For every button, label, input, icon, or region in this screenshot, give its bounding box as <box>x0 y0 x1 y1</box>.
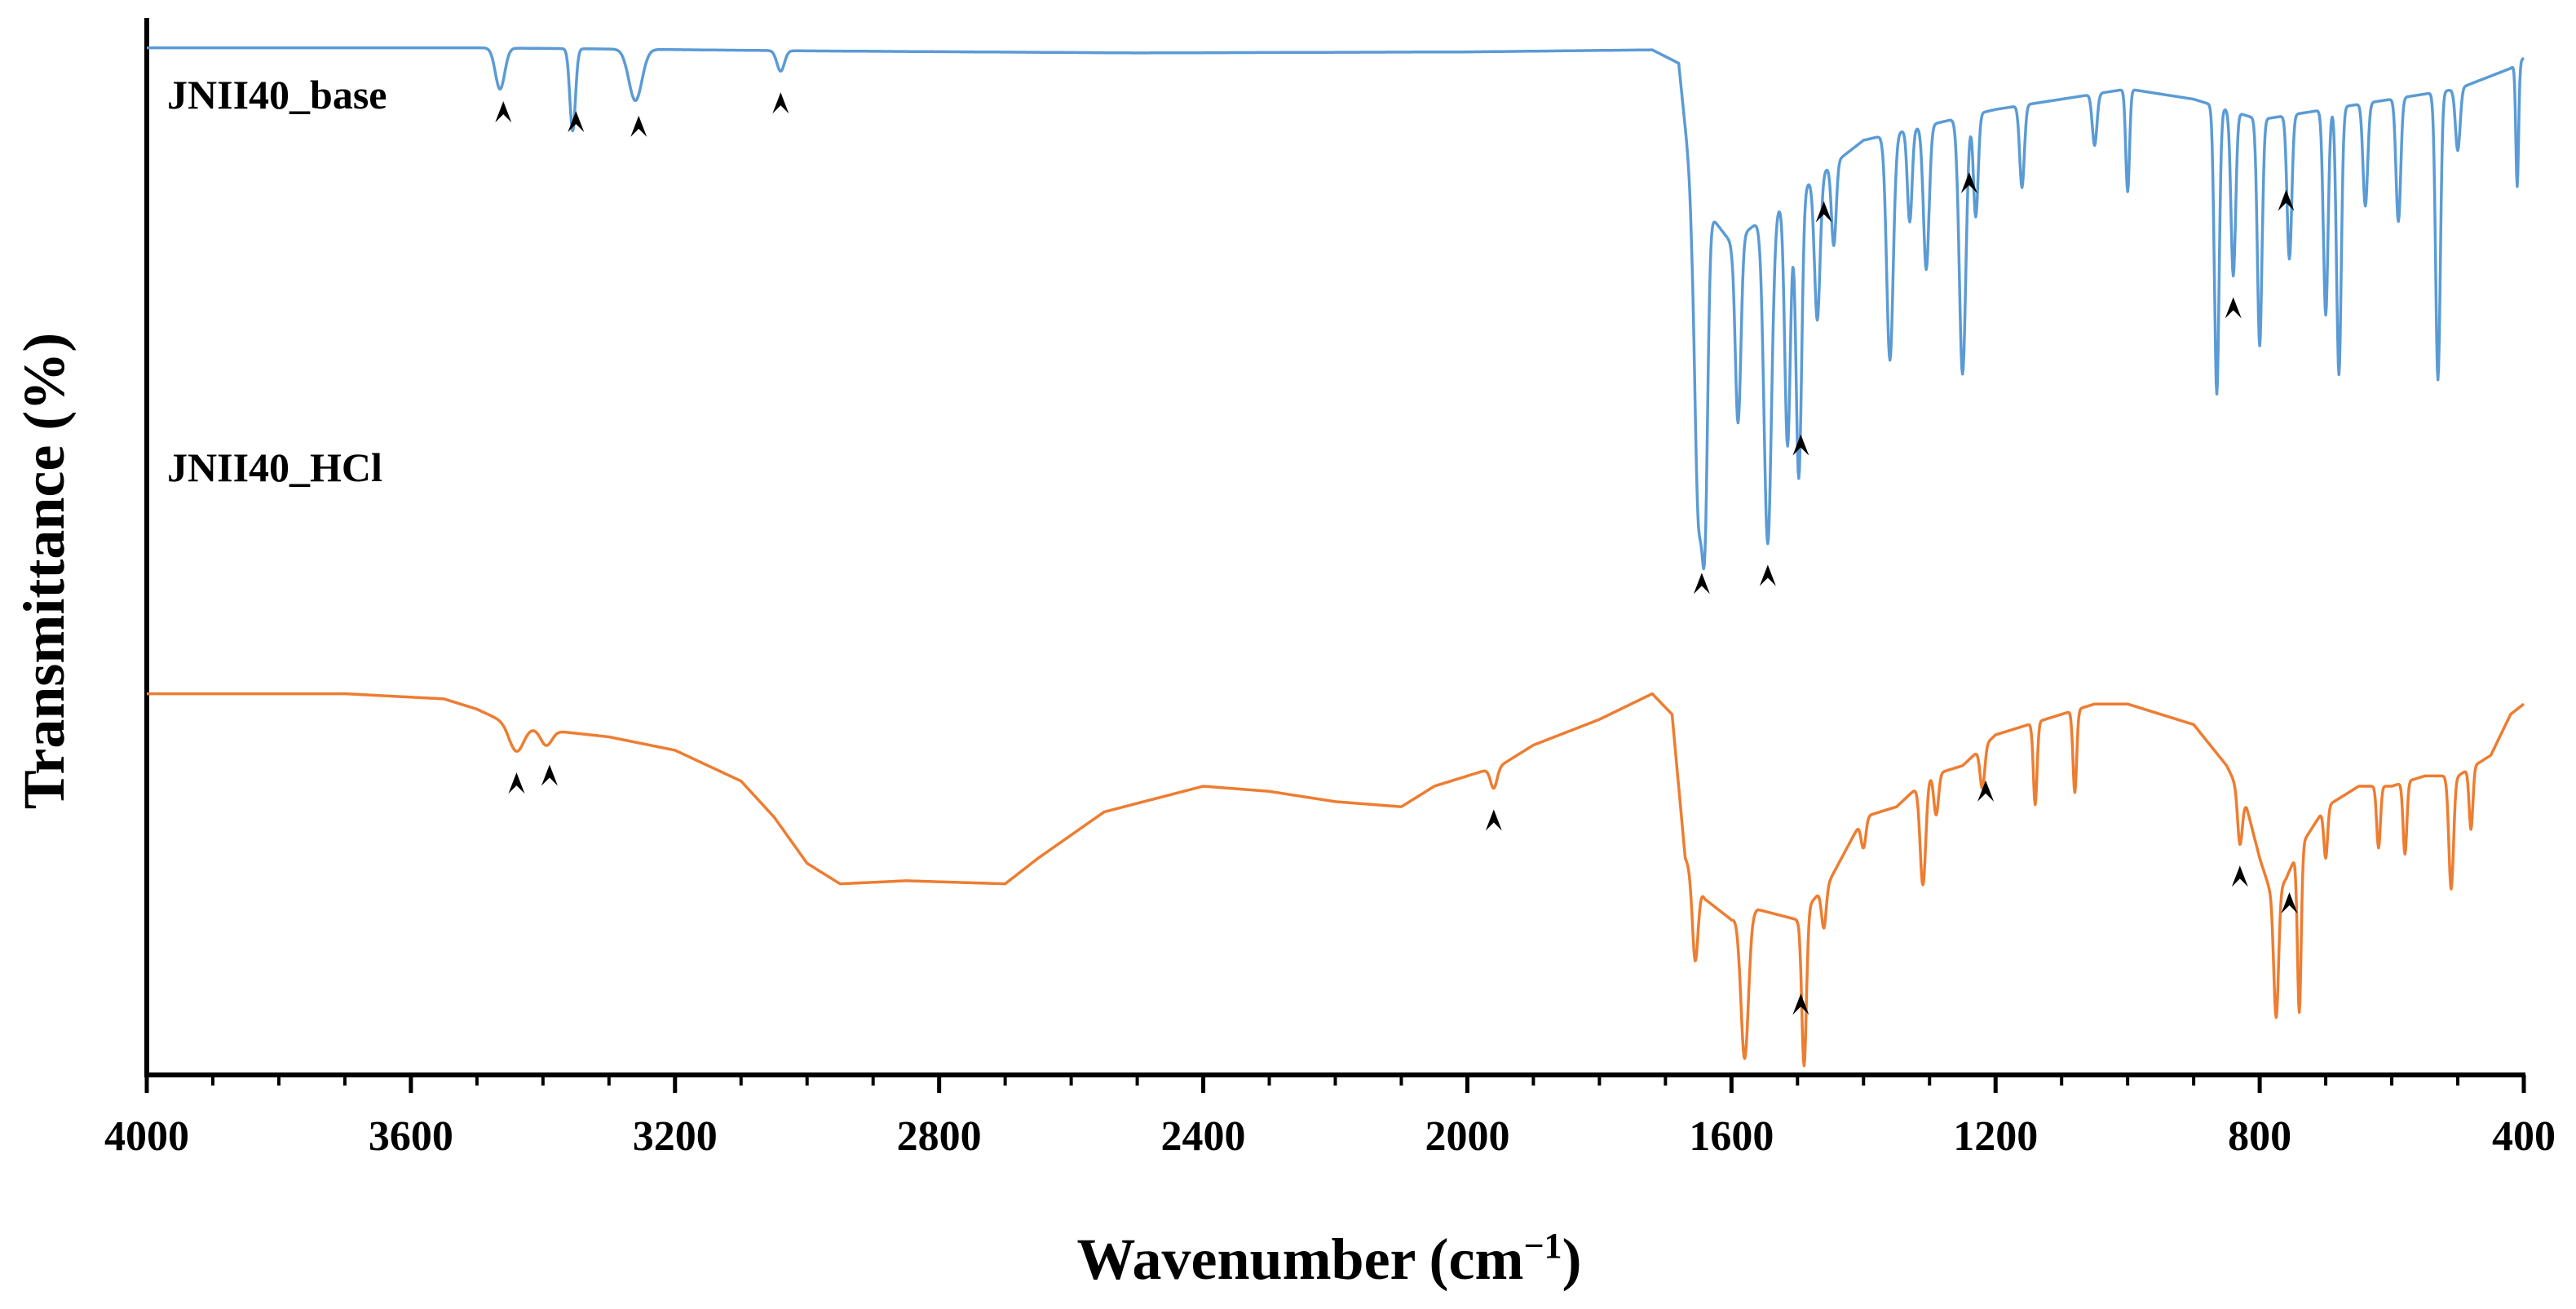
x-tick-label: 3200 <box>633 1113 718 1160</box>
y-axis-title: Transmittance (%) <box>11 333 77 810</box>
peak-marker-arrow-icon <box>2281 891 2298 913</box>
peak-marker-arrow-icon <box>1792 993 1809 1015</box>
peak-marker-arrow-icon <box>1815 201 1832 223</box>
x-tick-label: 4000 <box>104 1113 189 1160</box>
x-tick-label: 2800 <box>897 1113 982 1160</box>
series-group <box>146 46 2525 1068</box>
series-line-base <box>146 46 2525 571</box>
peak-marker-arrow-icon <box>1792 434 1809 456</box>
peak-marker-arrow-icon <box>568 111 585 133</box>
peak-marker-arrow-icon <box>630 115 647 137</box>
x-tick-label: 3600 <box>369 1113 453 1160</box>
peak-marker-arrow-icon <box>1693 573 1710 595</box>
x-tick-label: 2400 <box>1161 1113 1246 1160</box>
axes <box>144 18 2525 1077</box>
x-tick-label: 800 <box>2228 1113 2291 1160</box>
peak-markers <box>495 92 2298 1015</box>
series-label-base: JNII40_base <box>167 72 387 117</box>
x-tick-label: 400 <box>2492 1113 2556 1160</box>
peak-marker-arrow-icon <box>1759 564 1776 586</box>
x-axis-unit-end: ) <box>1562 1227 1582 1292</box>
peak-marker-arrow-icon <box>541 764 558 786</box>
peak-marker-arrow-icon <box>2278 189 2295 211</box>
peak-marker-arrow-icon <box>2231 865 2248 887</box>
x-tick-label: 1600 <box>1689 1113 1774 1160</box>
x-axis-title-main: Wavenumber <box>1077 1227 1416 1292</box>
series-label-hcl: JNII40_HCl <box>167 444 382 490</box>
peak-marker-arrow-icon <box>772 92 789 114</box>
peak-marker-arrow-icon <box>1960 171 1977 193</box>
x-axis-title: Wavenumber (cm−1) <box>1077 1226 1582 1292</box>
x-tick-label: 1200 <box>1953 1113 2038 1160</box>
x-tick-label: 2000 <box>1425 1113 1509 1160</box>
peak-marker-arrow-icon <box>2225 297 2242 319</box>
peak-marker-arrow-icon <box>1485 809 1502 831</box>
series-line-hcl <box>146 692 2525 1068</box>
x-axis-unit-sup: −1 <box>1523 1226 1562 1266</box>
peak-marker-arrow-icon <box>508 772 525 794</box>
peak-marker-arrow-icon <box>495 101 512 123</box>
peak-marker-arrow-icon <box>1977 780 1995 802</box>
x-axis-unit-base: (cm <box>1429 1227 1524 1292</box>
x-ticks: 4000 3600 3200 2800 2400 2000 1600 1200 800 400 <box>104 1075 2556 1160</box>
